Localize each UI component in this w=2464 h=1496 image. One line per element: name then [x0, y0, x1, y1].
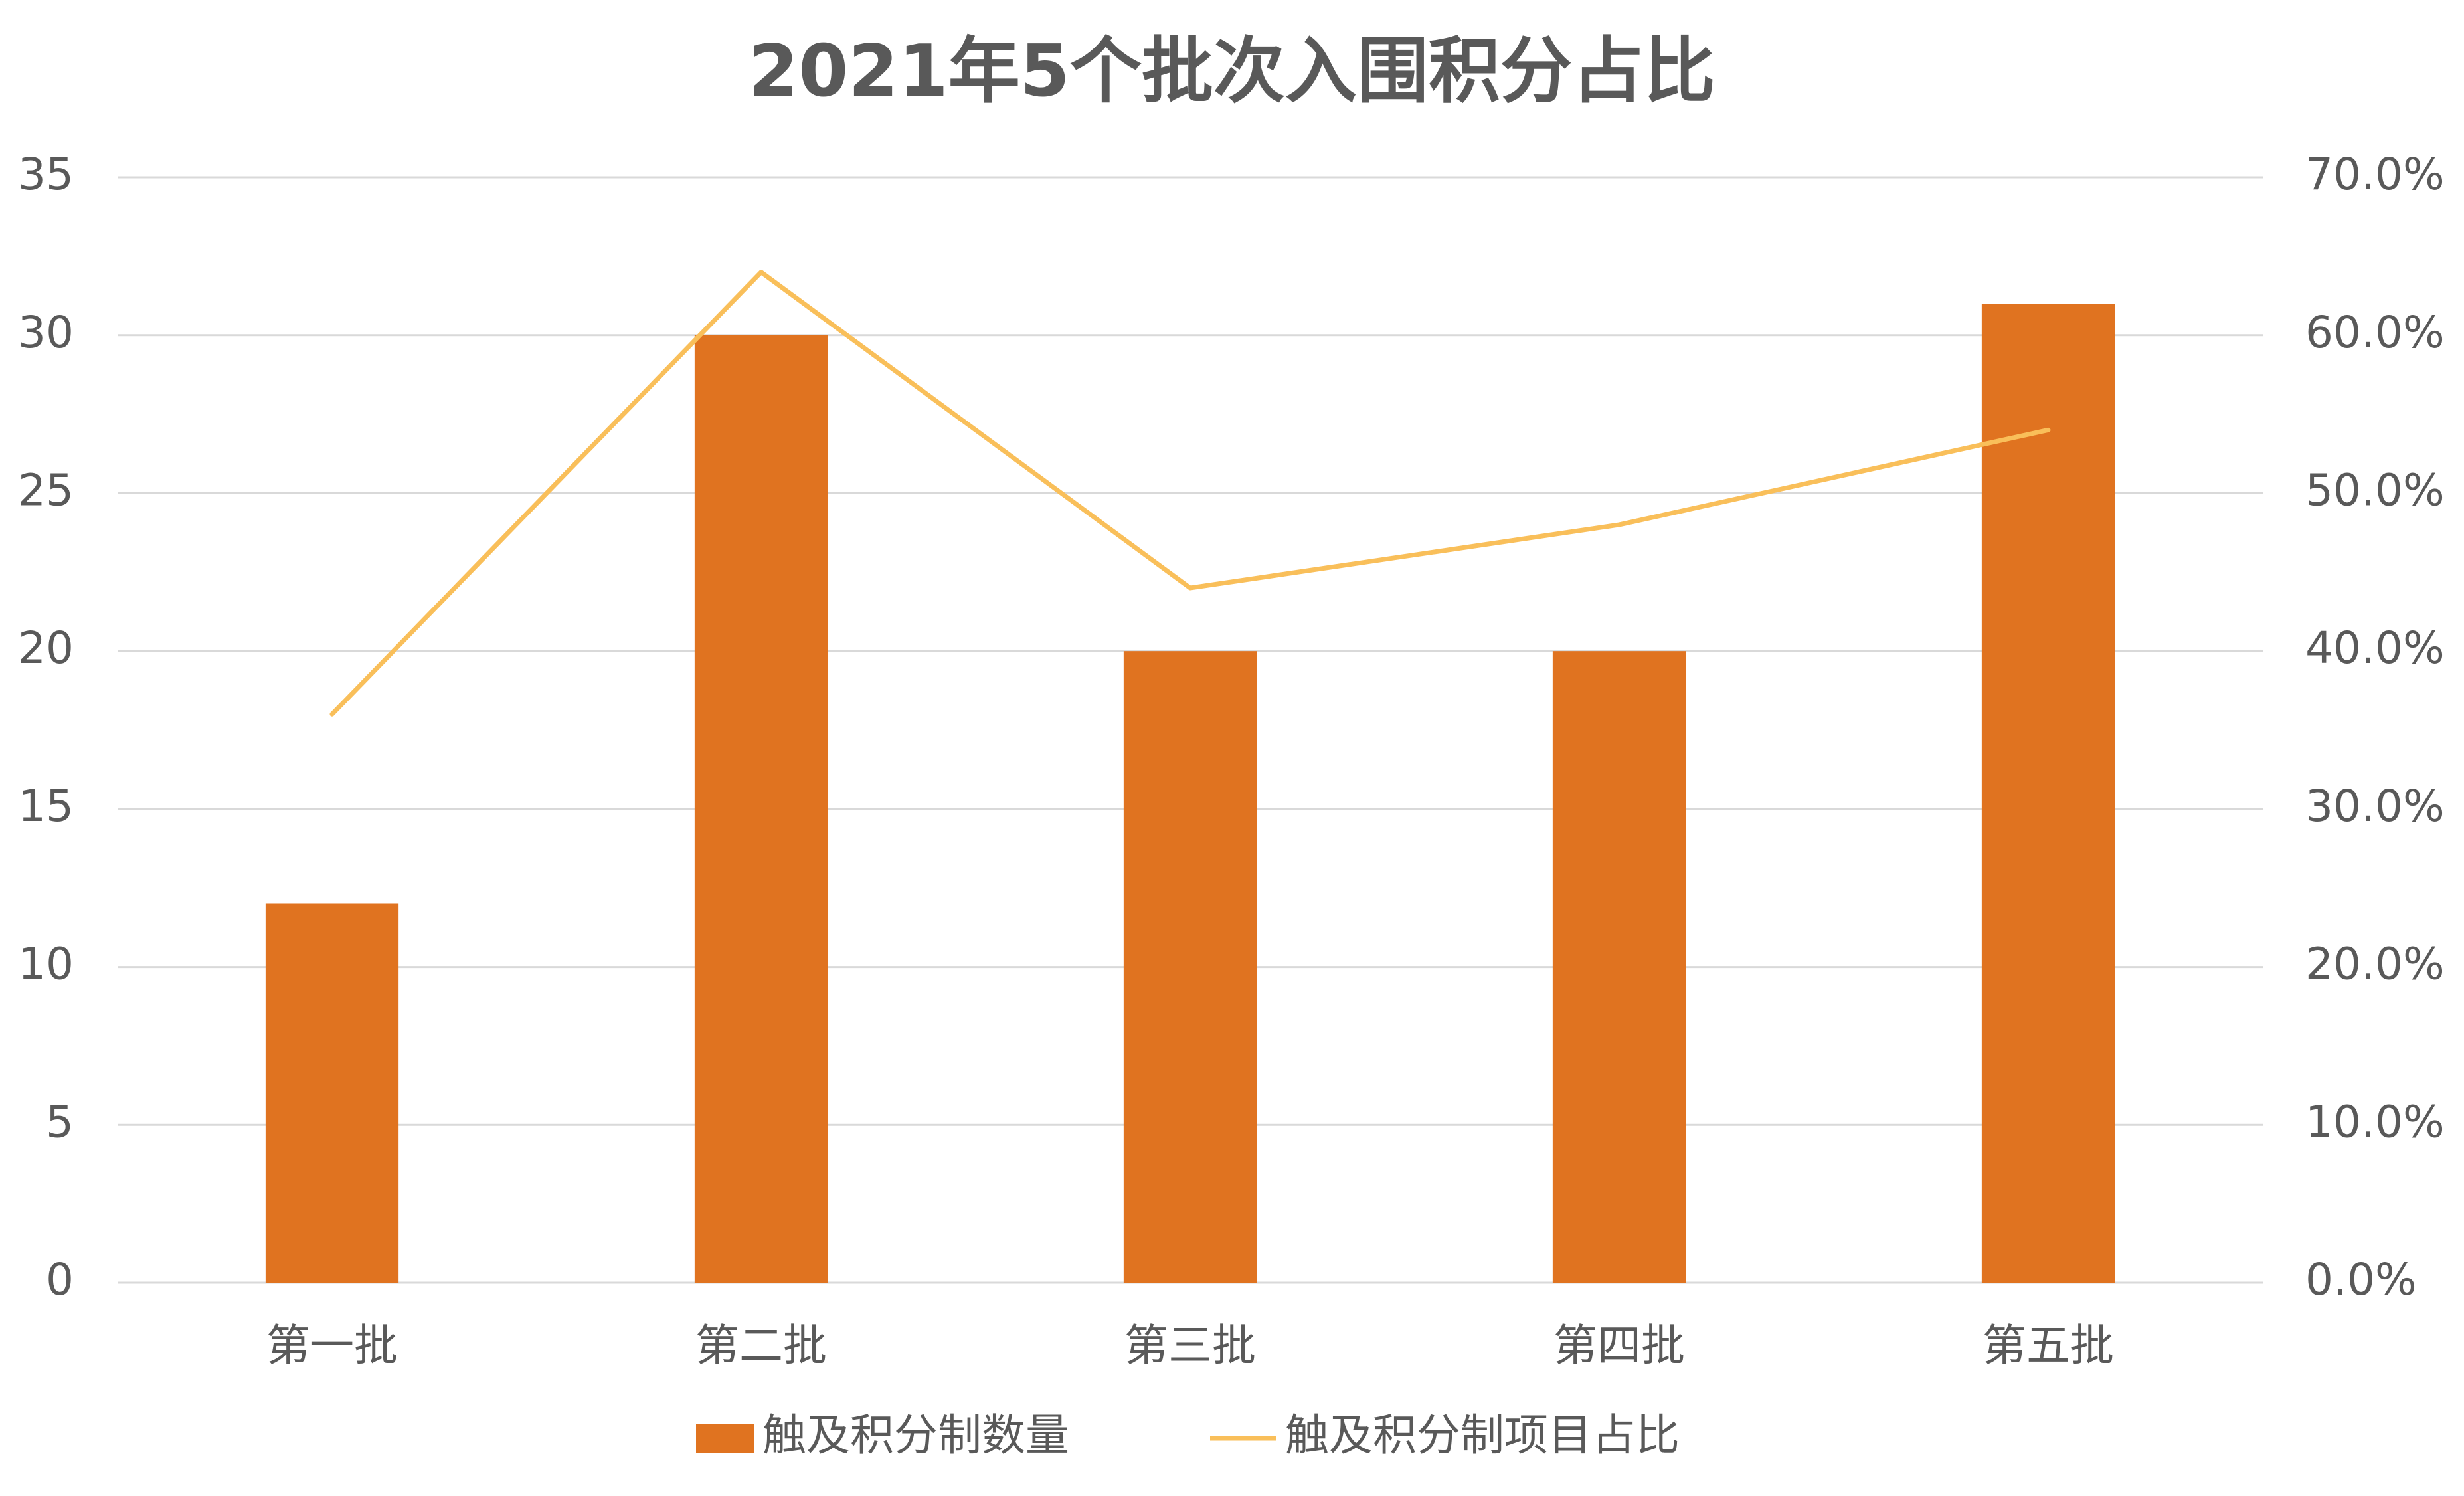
y2-tick-label: 50.0%: [2305, 464, 2445, 515]
bar: [1552, 651, 1686, 1283]
y-tick-label: 20: [18, 622, 74, 674]
chart-title: 2021年5个批次入围积分占比: [748, 30, 1716, 113]
y-tick-label: 30: [18, 307, 74, 358]
y2-tick-label: 30.0%: [2305, 781, 2445, 832]
x-tick-label: 第四批: [1553, 1320, 1685, 1371]
x-tick-label: 第三批: [1124, 1320, 1256, 1371]
y-tick-label: 0: [46, 1254, 74, 1305]
x-tick-label: 第一批: [266, 1320, 398, 1371]
y-tick-label: 10: [18, 939, 74, 990]
y2-tick-label: 20.0%: [2305, 939, 2445, 990]
bar: [1981, 304, 2115, 1283]
y2-tick-label: 10.0%: [2305, 1096, 2445, 1147]
legend-label: 触及积分制项目占比: [1285, 1410, 1680, 1461]
bar: [265, 903, 399, 1283]
legend-swatch: [696, 1424, 754, 1453]
y-tick-label: 5: [46, 1096, 74, 1147]
y2-tick-label: 60.0%: [2305, 307, 2445, 358]
y2-tick-label: 0.0%: [2305, 1254, 2417, 1305]
x-tick-label: 第五批: [1982, 1320, 2114, 1371]
x-tick-label: 第二批: [695, 1320, 827, 1371]
y-tick-label: 15: [18, 781, 74, 832]
legend-label: 触及积分制数量: [762, 1410, 1069, 1461]
bar: [694, 335, 828, 1283]
y-tick-label: 35: [18, 149, 74, 200]
line: [329, 270, 2051, 717]
y2-tick-label: 40.0%: [2305, 622, 2445, 674]
y2-tick-label: 70.0%: [2305, 149, 2445, 200]
bar: [1123, 651, 1257, 1283]
y-tick-label: 25: [18, 464, 74, 515]
